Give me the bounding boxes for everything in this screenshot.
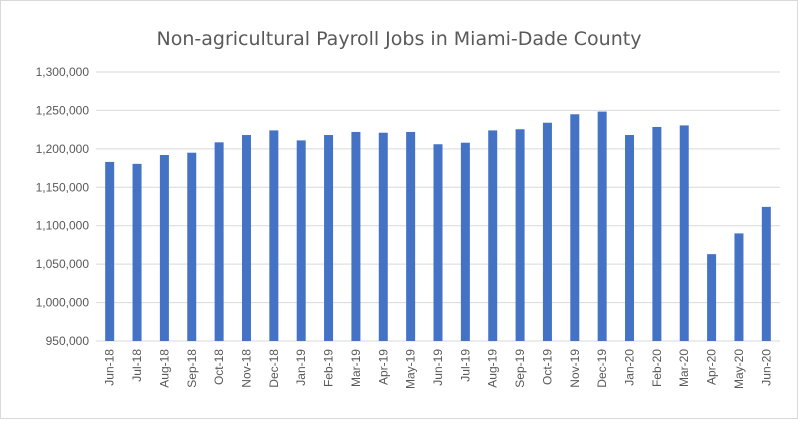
- bar-Mar-19: [351, 131, 361, 341]
- bar-Jun-19: [433, 144, 443, 341]
- x-tick-label: Nov-18: [239, 349, 253, 388]
- bar-Nov-19: [570, 114, 580, 342]
- bar-Apr-20: [707, 254, 717, 341]
- y-tick-label: 1,050,000: [36, 257, 90, 271]
- bar-Jun-18: [105, 161, 115, 341]
- bar-Jan-20: [625, 135, 635, 341]
- bar-Aug-18: [159, 155, 169, 341]
- bar-Mar-20: [679, 125, 689, 341]
- x-tick-label: Jul-18: [130, 349, 144, 382]
- x-tick-label: Nov-19: [568, 349, 582, 388]
- chart-title: Non-agricultural Payroll Jobs in Miami-D…: [157, 28, 642, 50]
- y-tick-label: 1,250,000: [36, 103, 90, 117]
- x-tick-label: Jul-19: [458, 349, 472, 382]
- x-tick-label: Jun-18: [103, 349, 117, 386]
- bar-Dec-19: [597, 111, 607, 342]
- bar-May-20: [734, 233, 744, 341]
- bar-Dec-18: [269, 130, 279, 341]
- x-tick-label: Feb-20: [650, 349, 664, 387]
- bar-Oct-18: [214, 142, 224, 341]
- bar-Sep-18: [187, 152, 197, 341]
- x-tick-label: Jun-19: [431, 349, 445, 386]
- bar-Feb-19: [324, 135, 334, 341]
- x-tick-label: Sep-19: [513, 349, 527, 388]
- x-tick-label: Oct-19: [540, 349, 554, 385]
- x-tick-label: Dec-19: [595, 349, 609, 388]
- y-tick-label: 1,150,000: [36, 180, 90, 194]
- bar-Jan-19: [296, 140, 306, 341]
- x-tick-label: Jun-20: [759, 349, 773, 386]
- bar-Oct-19: [542, 122, 552, 342]
- bar-May-19: [406, 131, 416, 341]
- x-tick-label: Dec-18: [267, 349, 281, 388]
- x-tick-label: Aug-19: [486, 349, 500, 388]
- x-tick-label: Jan-20: [623, 349, 637, 386]
- x-tick-label: Mar-19: [349, 349, 363, 387]
- bar-Jun-20: [761, 206, 771, 341]
- bar-Jul-19: [460, 142, 470, 341]
- x-tick-label: Mar-20: [677, 349, 691, 387]
- y-tick-label: 1,200,000: [36, 142, 90, 156]
- bar-Aug-19: [488, 130, 498, 341]
- x-tick-label: May-20: [732, 349, 746, 389]
- x-tick-label: Oct-18: [212, 349, 226, 385]
- bar-Sep-19: [515, 129, 525, 341]
- y-tick-label: 1,000,000: [36, 296, 90, 310]
- y-tick-label: 1,300,000: [36, 65, 90, 79]
- bar-Nov-18: [241, 135, 251, 341]
- y-tick-label: 1,100,000: [36, 219, 90, 233]
- x-tick-label: Jan-19: [294, 349, 308, 386]
- y-tick-label: 950,000: [46, 334, 90, 348]
- x-tick-label: May-19: [404, 349, 418, 389]
- x-tick-label: Apr-20: [705, 349, 719, 385]
- x-tick-label: Feb-19: [322, 349, 336, 387]
- x-tick-label: Apr-19: [376, 349, 390, 385]
- bar-Apr-19: [378, 132, 388, 341]
- x-tick-label: Sep-18: [185, 349, 199, 388]
- bar-Feb-20: [652, 126, 662, 342]
- x-tick-label: Aug-18: [157, 349, 171, 388]
- bar-Jul-18: [132, 163, 142, 341]
